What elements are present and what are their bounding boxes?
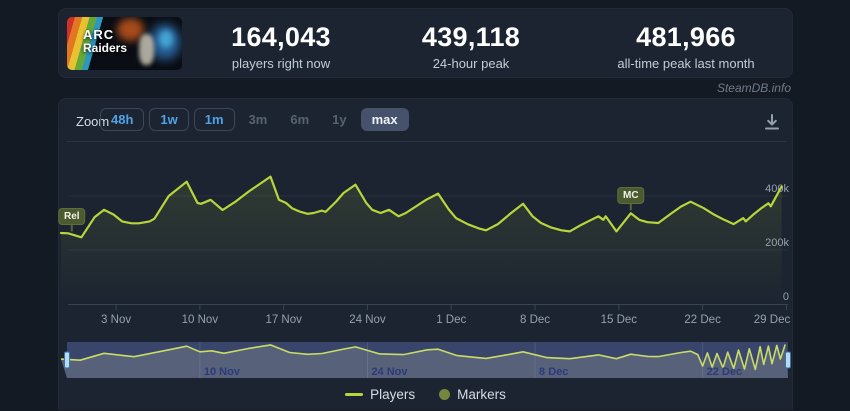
y-axis-label: 0 bbox=[783, 291, 789, 303]
x-axis-label: 10 Nov bbox=[182, 314, 219, 326]
x-axis-label: 3 Nov bbox=[101, 314, 131, 326]
stat-24h-peak-label: 24-hour peak bbox=[432, 56, 510, 71]
x-axis-label: 15 Dec bbox=[601, 314, 638, 326]
x-axis-label: 24 Nov bbox=[349, 314, 386, 326]
zoom-button-group: 48h 1w 1m 3m 6m 1y max bbox=[100, 108, 414, 131]
navigator-date-label: 10 Nov bbox=[204, 366, 241, 378]
zoom-button-6m: 6m bbox=[281, 108, 318, 131]
game-banner: ARC Raiders bbox=[67, 17, 182, 70]
stat-current-value: 164,043 bbox=[231, 22, 331, 52]
players-area bbox=[61, 176, 782, 304]
y-axis-label: 400k bbox=[765, 183, 789, 195]
game-logo-line2: Raiders bbox=[83, 40, 128, 55]
x-axis-label: 29 Dec bbox=[754, 314, 791, 326]
markers-circle-swatch bbox=[439, 389, 451, 400]
x-axis-label: 8 Dec bbox=[520, 314, 550, 326]
banner-art-cyan-glow bbox=[159, 30, 173, 48]
plot-area[interactable] bbox=[67, 142, 789, 304]
players-line-swatch bbox=[345, 393, 364, 396]
stat-current-label: players right now bbox=[231, 56, 331, 71]
stat-alltime-peak-value: 481,966 bbox=[636, 22, 736, 52]
navigator-date-label: 24 Nov bbox=[371, 366, 408, 378]
stat-alltime-peak: 481,966 all-time peak last month bbox=[586, 22, 786, 71]
stat-24h-peak: 439,118 24-hour peak bbox=[371, 22, 571, 71]
navigator-right-handle[interactable] bbox=[785, 351, 791, 369]
zoom-button-max[interactable]: max bbox=[360, 108, 409, 131]
navigator-left-handle[interactable] bbox=[64, 351, 70, 369]
banner-art-astronaut bbox=[139, 34, 154, 65]
navigator-date-label: 8 Dec bbox=[539, 366, 568, 378]
chart-marker-rel[interactable]: Rel bbox=[58, 208, 86, 226]
legend-item-players[interactable]: Players bbox=[345, 387, 415, 402]
x-axis-label: 22 Dec bbox=[684, 314, 721, 326]
legend-item-markers[interactable]: Markers bbox=[439, 387, 506, 402]
chart-marker-mc[interactable]: MC bbox=[617, 187, 645, 205]
zoom-button-1m[interactable]: 1m bbox=[193, 108, 235, 131]
zoom-button-48h[interactable]: 48h bbox=[100, 108, 145, 131]
download-chart-button[interactable] bbox=[762, 112, 782, 132]
stat-alltime-peak-label: all-time peak last month bbox=[617, 56, 755, 71]
game-logo-line1: ARC bbox=[83, 27, 115, 42]
zoom-button-3m: 3m bbox=[240, 108, 277, 131]
navigator-date-label: 22 Dec bbox=[707, 366, 742, 378]
zoom-button-1y: 1y bbox=[323, 108, 355, 131]
game-logo: ARC Raiders bbox=[83, 28, 127, 54]
download-icon bbox=[765, 114, 779, 130]
legend-players-label: Players bbox=[370, 387, 416, 402]
zoom-button-1w[interactable]: 1w bbox=[149, 108, 189, 131]
navigator-area bbox=[61, 344, 788, 378]
banner-art-orange-figure bbox=[117, 18, 144, 41]
navigator-line bbox=[60, 344, 786, 371]
players-line bbox=[59, 175, 783, 239]
legend-markers-label: Markers bbox=[457, 387, 506, 402]
stats-card: ARC Raiders 164,043 players right now 43… bbox=[58, 8, 793, 78]
stat-24h-peak-value: 439,118 bbox=[421, 22, 521, 52]
x-axis-label: 17 Nov bbox=[265, 314, 302, 326]
x-axis-label: 1 Dec bbox=[436, 314, 466, 326]
steamdb-watermark: SteamDB.info bbox=[716, 81, 791, 95]
stat-players-right-now: 164,043 players right now bbox=[181, 22, 381, 71]
chart-legend: Players Markers bbox=[59, 387, 792, 402]
